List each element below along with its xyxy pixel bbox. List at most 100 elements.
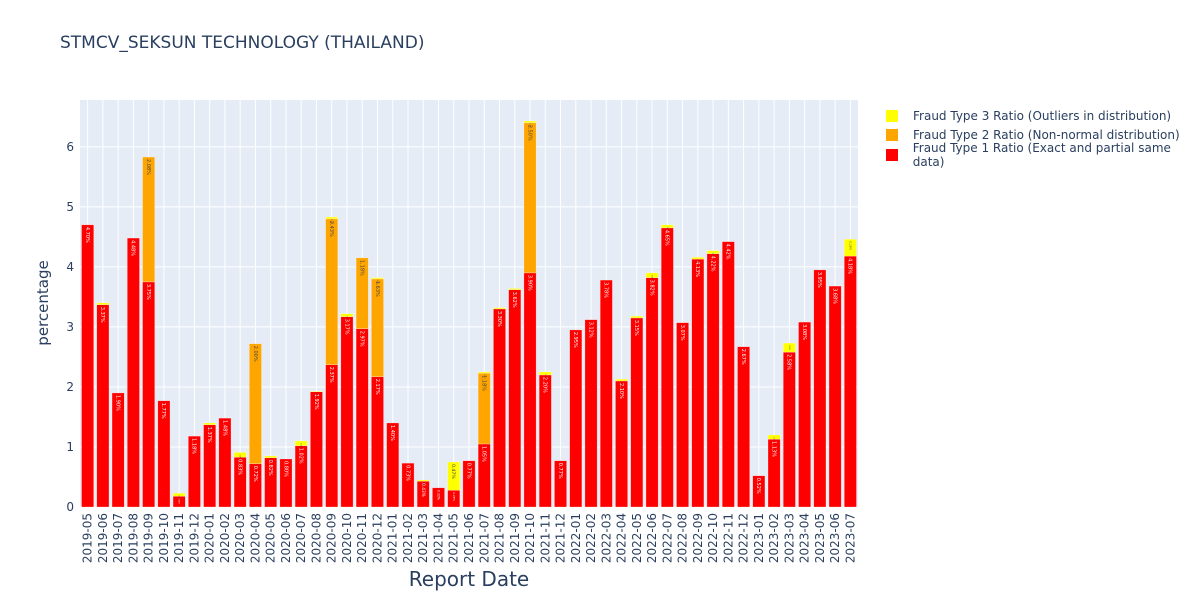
bar-segment-type1 (462, 460, 476, 508)
bar-data-label: 0.01% (315, 393, 317, 398)
bar-segment-type1 (660, 227, 674, 508)
bar-data-label: 4.48% (130, 240, 136, 256)
bar-segment-type1 (813, 269, 827, 508)
bar-data-label: 0.08% (239, 454, 241, 459)
y-axis-title: percentage (34, 260, 52, 346)
bar-data-label: 2.10% (618, 383, 624, 399)
bar-data-label: 3.30% (496, 311, 502, 327)
bar-segment-type2 (142, 156, 155, 283)
bar-segment-type1 (111, 392, 125, 508)
legend: Fraud Type 3 Ratio (Outliers in distribu… (886, 106, 1200, 169)
bar-data-label: 1.48% (221, 420, 227, 436)
bar-segment-type1 (798, 321, 811, 508)
x-tick-label: 2021-12 (554, 513, 568, 563)
bar-data-label: 0.03% (208, 425, 210, 430)
x-tick-label: 2020-08 (309, 513, 323, 563)
x-tick-label: 2022-10 (706, 513, 720, 563)
bar-segment-type3 (493, 307, 506, 310)
legend-item-type2[interactable]: Fraud Type 2 Ratio (Non-normal distribut… (886, 126, 1200, 146)
bar-data-label: 1.63% (374, 281, 380, 297)
chart-title: STMCV_SEKSUN TECHNOLOGY (THAILAND) (60, 33, 425, 53)
bar-data-label: 1.18% (191, 438, 197, 454)
x-tick-label: 2020-11 (355, 513, 369, 563)
legend-item-type1[interactable]: Fraud Type 1 Ratio (Exact and partial sa… (886, 141, 1200, 169)
bar-segment-type3 (172, 492, 186, 497)
x-tick-label: 2022-03 (599, 513, 613, 563)
bar-segment-type3 (508, 288, 522, 290)
bar-data-label: 1.02% (298, 448, 304, 464)
x-tick-label: 2020-03 (233, 513, 247, 563)
bar-segment-type1 (493, 308, 506, 508)
x-tick-label: 2019-10 (157, 513, 171, 563)
bar-segment-type1 (371, 376, 384, 508)
bar-data-label: 0.77% (465, 463, 471, 479)
bar-data-label: 1.37% (206, 427, 212, 443)
legend-swatch (886, 148, 898, 161)
bar-segment-type1 (96, 304, 110, 508)
bar-segment-type1 (279, 458, 293, 508)
x-tick-label: 2023-06 (828, 513, 842, 563)
bar-data-label: 3.95% (816, 272, 822, 288)
bar-segment-type1 (676, 322, 689, 508)
bar-data-label: 3.08% (801, 324, 807, 340)
bar-segment-type1 (432, 487, 445, 508)
x-tick-label: 2022-06 (645, 513, 659, 563)
bar-segment-type3 (615, 378, 628, 382)
bar-segment-type3 (310, 390, 323, 392)
bar-data-label: 1.77% (160, 403, 166, 419)
bar-data-label: 0.77% (557, 463, 563, 479)
bar-data-label: 4.22% (709, 256, 715, 272)
bar-data-label: 3.15% (633, 320, 639, 336)
bar-segment-type1 (569, 329, 583, 508)
y-tick-label: 1 (66, 440, 74, 454)
x-tick-label: 2019-11 (172, 513, 186, 563)
bar-segment-type1 (691, 258, 705, 508)
x-tick-label: 2021-06 (462, 513, 476, 563)
bar-segment-type1 (584, 319, 598, 508)
bar-segment-type3 (630, 315, 644, 319)
bar-segment-type2 (249, 343, 262, 465)
bar-segment-type3 (767, 434, 781, 440)
bar-data-label: 0.07% (773, 437, 775, 442)
bar-data-label: 0.28% (848, 241, 852, 250)
legend-item-type3[interactable]: Fraud Type 3 Ratio (Outliers in distribu… (886, 106, 1200, 126)
x-tick-label: 2022-09 (691, 513, 705, 563)
bar-data-label: 0.52% (755, 478, 761, 494)
bar-segment-type1 (218, 417, 232, 508)
x-tick-label: 2022-08 (676, 513, 690, 563)
bar-segment-type1 (157, 400, 171, 508)
bar-data-label: 0.43% (420, 483, 426, 497)
bar-data-label: 2.97% (359, 331, 365, 347)
bar-data-label: 0.72% (252, 466, 258, 482)
bar-data-label: 1.92% (313, 394, 319, 410)
bar-segment-type3 (477, 371, 491, 374)
bar-data-label: 0.02% (376, 280, 378, 285)
x-tick-label: 2020-07 (294, 513, 308, 563)
bar-segment-type3 (706, 250, 720, 254)
bar-segment-type2 (523, 122, 537, 274)
bar-data-label: 0.02% (483, 374, 485, 379)
bar-segment-type1 (721, 241, 735, 508)
bar-data-label: 3.07% (679, 325, 685, 341)
bar-segment-type3 (691, 257, 705, 260)
bar-segment-type3 (783, 342, 796, 353)
x-tick-label: 2021-01 (386, 513, 400, 563)
bar-segment-type1 (508, 289, 522, 508)
x-tick-label: 2022-07 (660, 513, 674, 563)
x-tick-label: 2023-05 (813, 513, 827, 563)
bar-data-label: 3.37% (99, 307, 105, 323)
x-tick-label: 2022-02 (584, 513, 598, 563)
bar-data-label: 0.28% (452, 492, 456, 501)
x-tick-label: 2021-11 (538, 513, 552, 563)
bar-data-label: 0.05% (712, 253, 714, 258)
x-tick-label: 2019-06 (96, 513, 110, 563)
bar-data-label: 4.13% (694, 261, 700, 277)
bar-data-label: 0.03% (620, 381, 622, 386)
x-tick-label: 2019-05 (81, 513, 95, 563)
y-tick-label: 0 (66, 500, 74, 514)
bar-segment-type1 (386, 422, 400, 508)
bar-segment-type1 (615, 380, 628, 508)
bar-data-label: 0.02% (498, 310, 500, 315)
